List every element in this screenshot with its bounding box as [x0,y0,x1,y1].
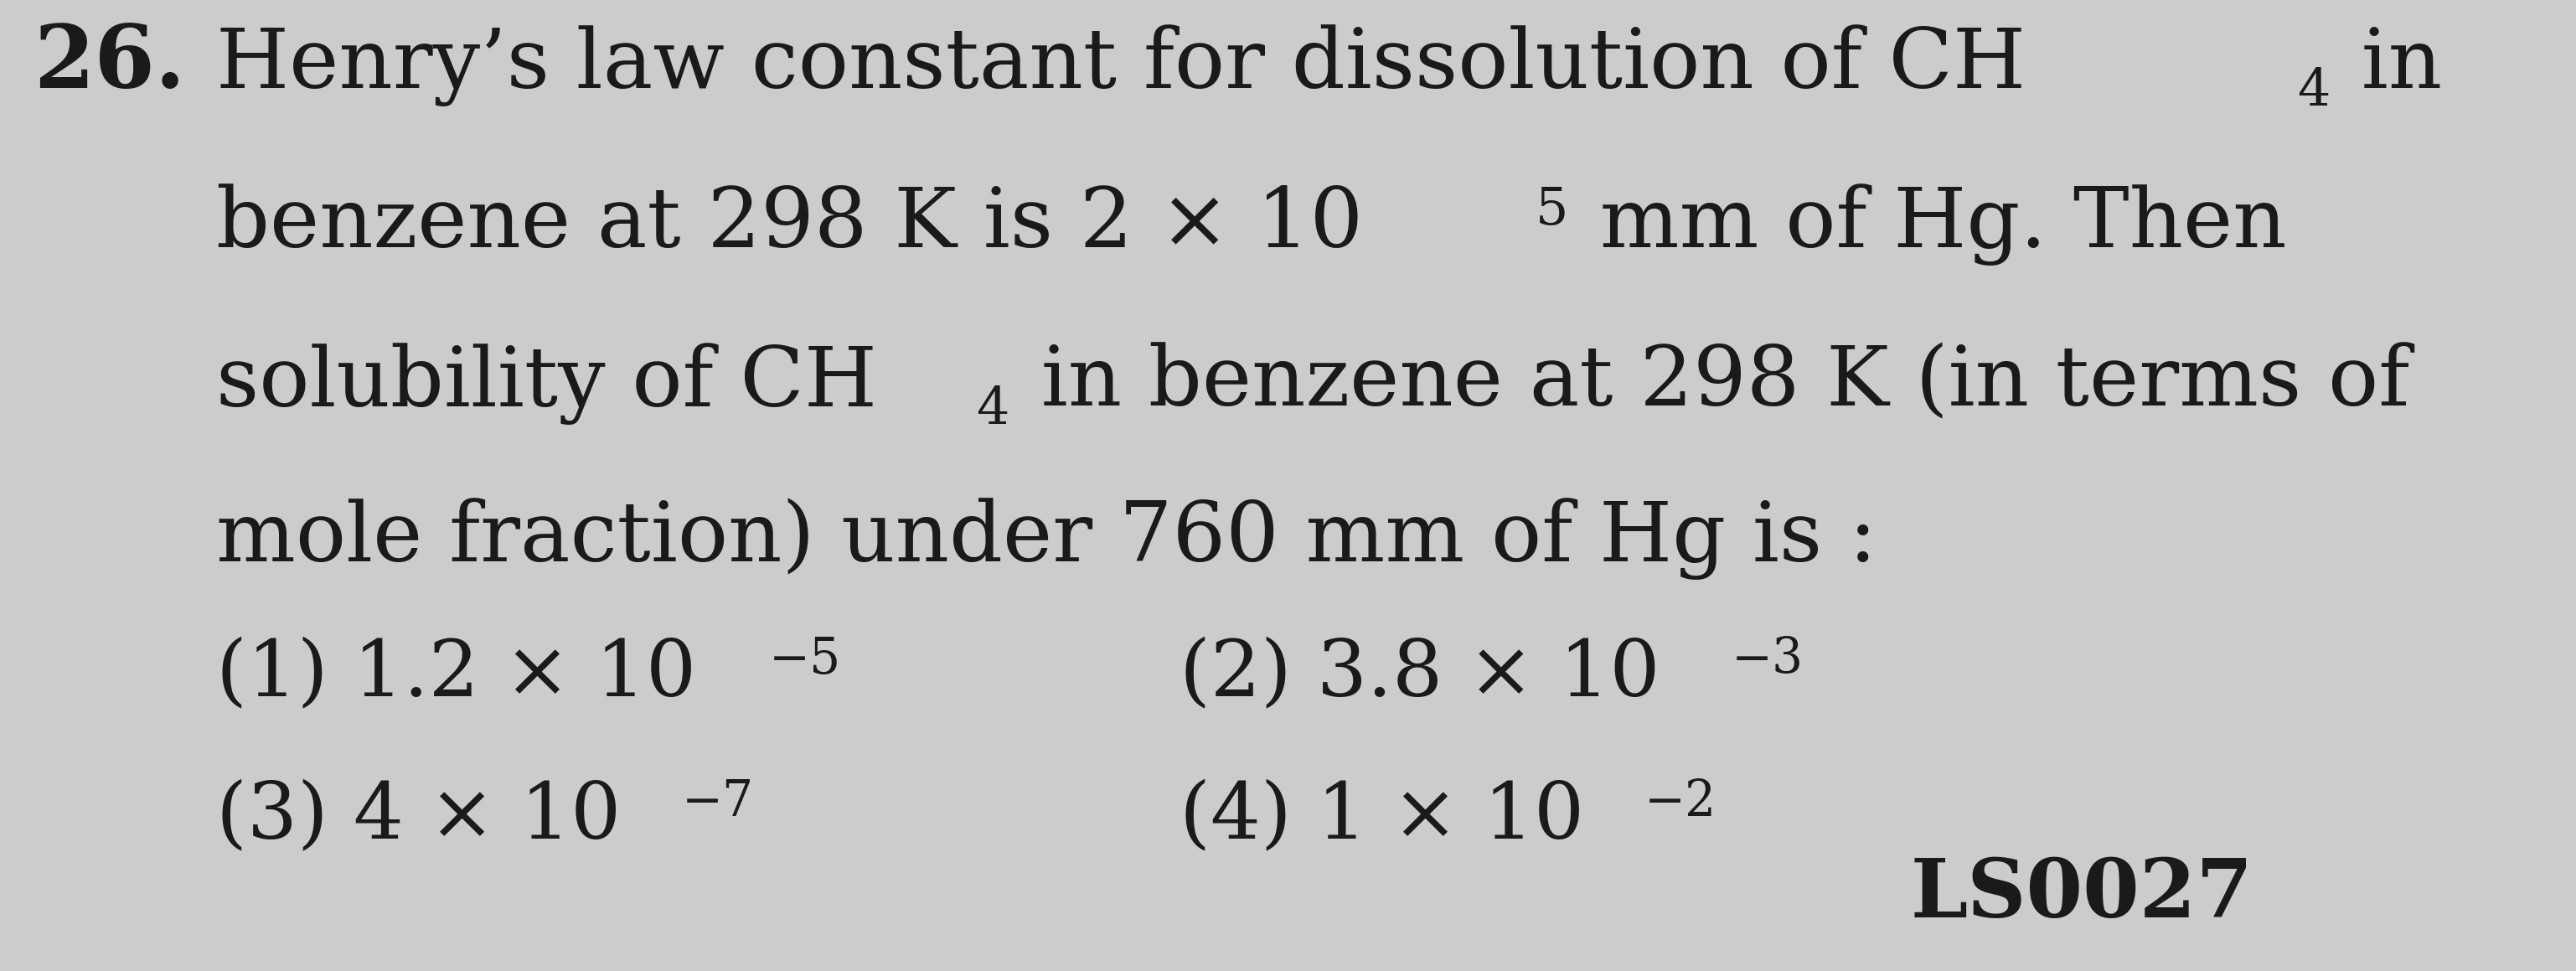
Text: 5: 5 [1535,184,1569,235]
Text: −2: −2 [1643,778,1716,826]
Text: 26.: 26. [33,21,185,107]
Text: Henry’s law constant for dissolution of CH: Henry’s law constant for dissolution of … [216,24,2027,107]
Text: −5: −5 [768,635,840,684]
Text: benzene at 298 K is 2 × 10: benzene at 298 K is 2 × 10 [216,184,1363,265]
Text: −3: −3 [1731,635,1803,684]
Text: LS0027: LS0027 [1911,855,2254,934]
Text: mole fraction) under 760 mm of Hg is :: mole fraction) under 760 mm of Hg is : [216,498,1878,580]
Text: in: in [2334,25,2442,106]
Text: in benzene at 298 K (in terms of: in benzene at 298 K (in terms of [1015,344,2409,424]
Text: mm of Hg. Then: mm of Hg. Then [1574,184,2287,266]
Text: 4: 4 [976,384,1010,434]
Text: (3) 4 × 10: (3) 4 × 10 [216,779,621,854]
Text: (2) 3.8 × 10: (2) 3.8 × 10 [1180,636,1659,712]
Text: −7: −7 [683,778,755,826]
Text: solubility of CH: solubility of CH [216,343,878,424]
Text: (4) 1 × 10: (4) 1 × 10 [1180,779,1584,854]
Text: (1) 1.2 × 10: (1) 1.2 × 10 [216,636,696,712]
Text: 4: 4 [2298,65,2329,116]
